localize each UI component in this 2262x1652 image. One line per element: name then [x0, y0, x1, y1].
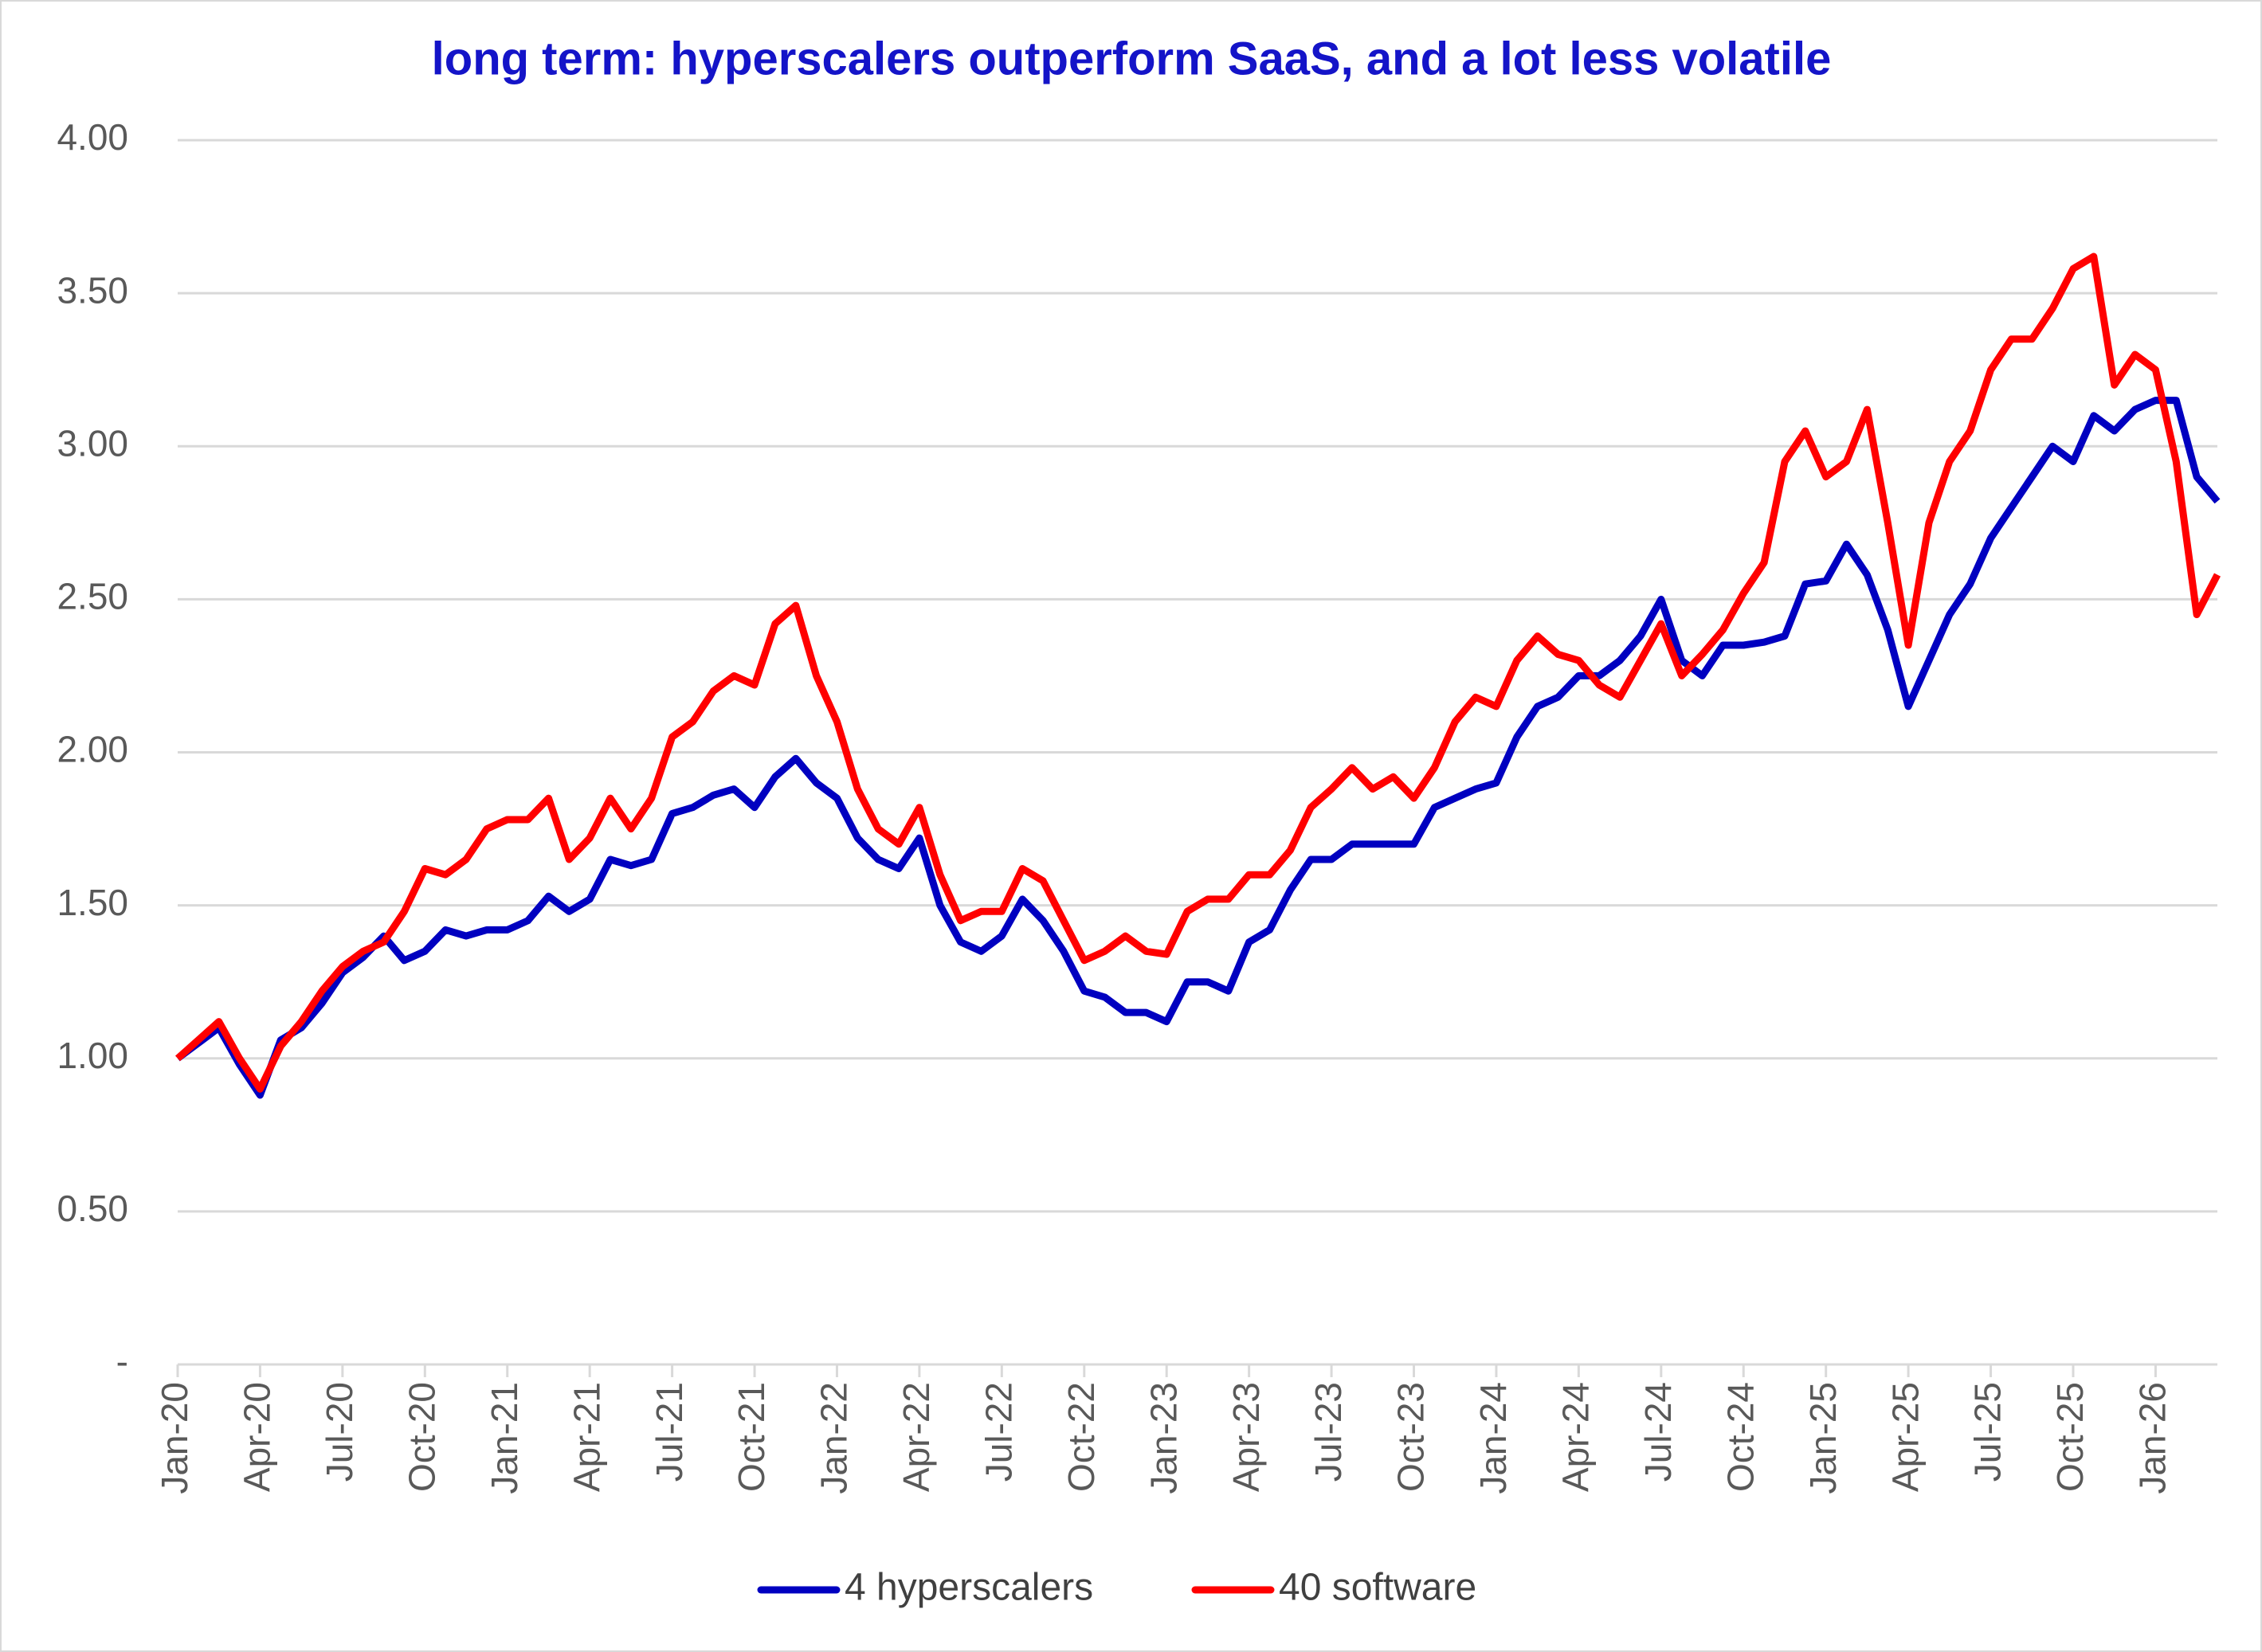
y-tick-label: -	[116, 1341, 128, 1382]
y-tick-label: 1.50	[57, 882, 128, 923]
x-tick-label: Jan-23	[1143, 1382, 1184, 1494]
x-tick-label: Apr-21	[566, 1382, 607, 1492]
x-tick-label: Jul-21	[649, 1382, 690, 1482]
x-tick-label: Oct-23	[1390, 1382, 1432, 1492]
legend-label: 4 hyperscalers	[845, 1567, 1093, 1609]
y-tick-label: 3.50	[57, 269, 128, 311]
x-tick-label: Oct-25	[2049, 1382, 2091, 1492]
y-tick-label: 3.00	[57, 422, 128, 464]
x-tick-label: Apr-24	[1555, 1382, 1597, 1492]
x-tick-label: Oct-22	[1060, 1382, 1102, 1492]
x-tick-label: Oct-24	[1719, 1382, 1761, 1492]
y-tick-label: 2.00	[57, 729, 128, 770]
x-tick-label: Oct-21	[731, 1382, 772, 1492]
x-tick-label: Jul-23	[1307, 1382, 1349, 1482]
x-tick-label: Jan-25	[1802, 1382, 1844, 1494]
x-tick-label: Apr-20	[237, 1382, 278, 1492]
legend-label: 40 software	[1279, 1567, 1476, 1609]
x-tick-label: Apr-23	[1225, 1382, 1267, 1492]
y-tick-label: 2.50	[57, 576, 128, 617]
x-tick-label: Jul-25	[1967, 1382, 2009, 1482]
chart-title: long term: hyperscalers outperform SaaS,…	[432, 33, 1832, 84]
x-tick-label: Jan-26	[2132, 1382, 2174, 1494]
x-tick-label: Jan-24	[1472, 1382, 1514, 1494]
x-tick-label: Jan-20	[154, 1382, 195, 1494]
y-tick-label: 0.50	[57, 1188, 128, 1229]
x-tick-label: Jan-21	[484, 1382, 525, 1494]
x-tick-label: Apr-22	[896, 1382, 937, 1492]
y-tick-label: 4.00	[57, 116, 128, 158]
x-tick-label: Apr-25	[1884, 1382, 1926, 1492]
series-line	[175, 252, 2221, 1093]
x-tick-label: Jan-22	[813, 1382, 855, 1494]
series-line	[175, 397, 2221, 1099]
x-tick-label: Oct-20	[401, 1382, 442, 1492]
x-tick-label: Jul-20	[319, 1382, 360, 1482]
y-tick-label: 1.00	[57, 1035, 128, 1076]
x-tick-label: Jul-24	[1637, 1382, 1679, 1482]
x-tick-label: Jul-22	[978, 1382, 1019, 1482]
